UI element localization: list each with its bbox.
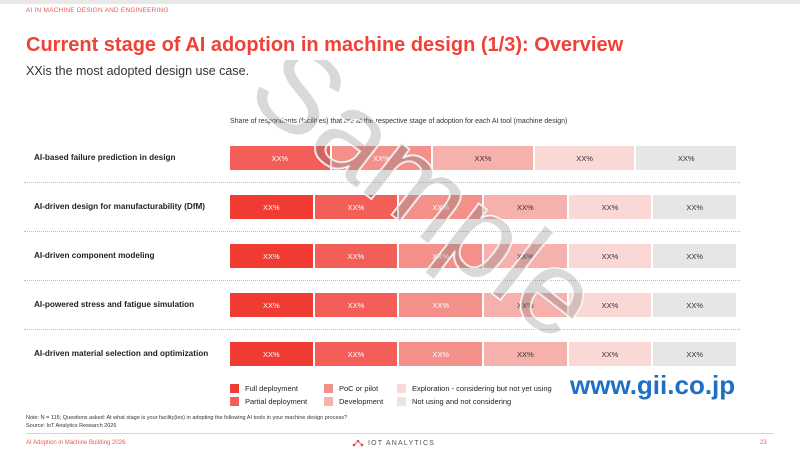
page-title: Current stage of AI adoption in machine … xyxy=(26,34,624,56)
legend-swatch xyxy=(324,397,333,406)
bar-segment: XX% xyxy=(314,244,398,268)
bar-segment-label: XX% xyxy=(576,153,593,163)
gii-watermark: www.gii.co.jp xyxy=(570,370,736,400)
legend-swatch xyxy=(230,397,239,406)
bar-segment: XX% xyxy=(484,342,567,366)
bar-segment-label: XX% xyxy=(262,349,280,359)
bar-segment: XX% xyxy=(314,195,398,219)
legend-label: Not using and not considering xyxy=(412,397,512,406)
source-note: Source: IoT Analytics Research 2026 xyxy=(26,423,117,429)
bar-segment: XX% xyxy=(314,342,398,366)
bar-segment: XX% xyxy=(653,244,736,268)
bar-segment-label: XX% xyxy=(432,349,449,359)
bar-segment: XX% xyxy=(636,146,736,170)
brand-name: IOT ANALYTICS xyxy=(368,440,436,447)
bar-segment-label: XX% xyxy=(432,251,449,261)
bar-segment: XX% xyxy=(230,293,313,317)
bar-segment-label: XX% xyxy=(686,300,703,310)
bar-segment-label: XX% xyxy=(347,300,365,310)
row-label: AI-driven design for manufacturability (… xyxy=(34,202,206,211)
brand-logo-icon xyxy=(352,439,364,447)
bar-segment: XX% xyxy=(568,293,652,317)
row-separator xyxy=(24,280,740,281)
bar-segment-label: XX% xyxy=(271,153,289,163)
bar-segment-label: XX% xyxy=(262,300,280,310)
bar-segment: XX% xyxy=(399,195,482,219)
bar-segment: XX% xyxy=(399,244,482,268)
bar-segment-label: XX% xyxy=(601,300,619,310)
bar-segment: XX% xyxy=(484,293,567,317)
bar-segment: XX% xyxy=(331,146,432,170)
bar-segment: XX% xyxy=(484,244,567,268)
bar-segment-label: XX% xyxy=(601,251,619,261)
legend-label: Full deployment xyxy=(245,384,298,393)
row-label: AI-based failure prediction in design xyxy=(34,153,176,162)
bar-segment-label: XX% xyxy=(347,251,365,261)
row-label: AI-driven component modeling xyxy=(34,251,155,260)
legend-item: Full deployment xyxy=(230,384,298,393)
top-frame-bar xyxy=(0,0,800,4)
bar-segment: XX% xyxy=(230,342,313,366)
bar-segment-label: XX% xyxy=(516,300,534,310)
row-label: AI-powered stress and fatigue simulation xyxy=(34,300,195,309)
bar-segment-label: XX% xyxy=(686,202,703,212)
bar-segment-label: XX% xyxy=(686,349,703,359)
row-separator xyxy=(24,231,740,232)
legend-item: Not using and not considering xyxy=(397,397,511,406)
bar-segment-label: XX% xyxy=(686,251,703,261)
legend-item: Partial deployment xyxy=(230,397,307,406)
section-label: AI IN MACHINE DESIGN AND ENGINEERING xyxy=(26,7,169,14)
page-number: 23 xyxy=(760,440,767,446)
bar-segment: XX% xyxy=(568,342,652,366)
row-label: AI-driven material selection and optimiz… xyxy=(34,349,209,358)
bar-segment-label: XX% xyxy=(474,153,492,163)
row-separator xyxy=(24,182,740,183)
bar-segment: XX% xyxy=(230,146,330,170)
bar-segment: XX% xyxy=(653,293,736,317)
bar-segment: XX% xyxy=(534,146,635,170)
chart-caption: Share of respondents (facilities) that a… xyxy=(230,118,568,125)
legend-swatch xyxy=(230,384,239,393)
bar-segment-label: XX% xyxy=(262,251,280,261)
bar-segment-label: XX% xyxy=(373,153,390,163)
footer-brand: IOT ANALYTICS xyxy=(352,439,435,448)
bar-segment-label: XX% xyxy=(601,202,619,212)
footer-report-title: AI Adoption in Machine Building 2026 xyxy=(26,440,126,446)
legend-label: Exploration - considering but not yet us… xyxy=(412,384,552,393)
legend-swatch xyxy=(397,397,406,406)
bar-segment-label: XX% xyxy=(516,251,534,261)
bar-segment-label: XX% xyxy=(601,349,619,359)
legend-swatch xyxy=(324,384,333,393)
legend-swatch xyxy=(397,384,406,393)
legend-item: PoC or pilot xyxy=(324,384,378,393)
bar-segment: XX% xyxy=(433,146,533,170)
bar-segment-label: XX% xyxy=(262,202,280,212)
bar-segment: XX% xyxy=(484,195,567,219)
legend-item: Development xyxy=(324,397,383,406)
bar-segment: XX% xyxy=(568,244,652,268)
bar-segment-label: XX% xyxy=(516,202,534,212)
bar-segment: XX% xyxy=(399,293,482,317)
footnote: Note: N = 115; Questions asked: At what … xyxy=(26,415,348,421)
bar-segment-label: XX% xyxy=(677,153,695,163)
legend-item: Exploration - considering but not yet us… xyxy=(397,384,552,393)
bar-segment-label: XX% xyxy=(516,349,534,359)
bar-segment: XX% xyxy=(314,293,398,317)
legend-label: Partial deployment xyxy=(245,397,308,406)
bar-segment: XX% xyxy=(568,195,652,219)
legend-label: Development xyxy=(339,397,384,406)
bar-segment-label: XX% xyxy=(347,349,365,359)
bar-segment: XX% xyxy=(230,244,313,268)
bar-segment-label: XX% xyxy=(347,202,365,212)
row-separator xyxy=(24,329,740,330)
bar-segment: XX% xyxy=(653,342,736,366)
page-subtitle: XXis the most adopted design use case. xyxy=(26,64,250,78)
bar-segment-label: XX% xyxy=(432,300,449,310)
legend-label: PoC or pilot xyxy=(339,384,379,393)
bar-segment: XX% xyxy=(230,195,313,219)
footer-divider xyxy=(26,433,774,434)
bar-segment: XX% xyxy=(399,342,482,366)
bar-segment: XX% xyxy=(653,195,736,219)
bar-segment-label: XX% xyxy=(432,202,449,212)
